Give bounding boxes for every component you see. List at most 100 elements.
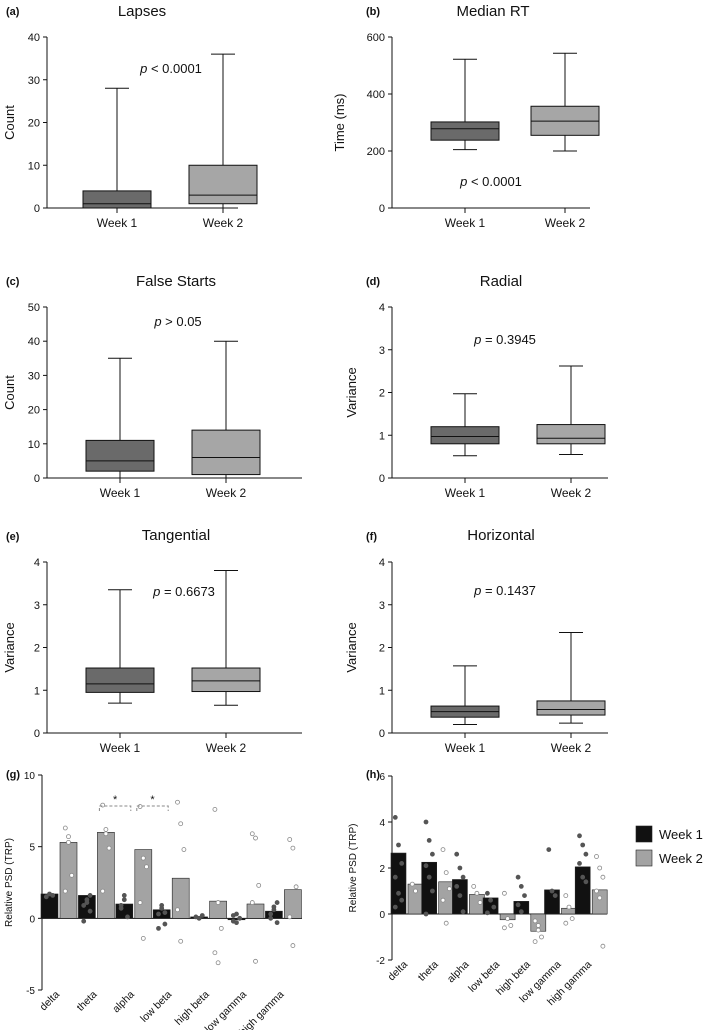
- x-tick-label: Week 1: [445, 486, 486, 500]
- box-week-1: [85, 589, 155, 704]
- y-axis-label: Variance: [344, 367, 359, 417]
- data-point: [491, 904, 497, 910]
- data-point: [563, 920, 569, 926]
- legend-label: Week 2: [659, 851, 703, 866]
- x-tick-label: Week 1: [100, 486, 141, 500]
- y-tick-label: 10: [28, 439, 40, 451]
- data-point: [552, 893, 558, 898]
- data-point: [546, 847, 552, 852]
- box-iqr: [430, 426, 500, 445]
- panel-f: (f) Horizontal 0 1 2 3 4 Variance Week 1 Week 2 p …: [344, 527, 608, 755]
- data-point: [580, 842, 586, 848]
- data-point: [484, 890, 490, 896]
- data-point: [249, 831, 255, 837]
- x-tick-label: theta: [75, 989, 100, 1014]
- x-tick-label: Week 1: [100, 741, 141, 755]
- y-tick-label: -2: [376, 956, 385, 967]
- y-tick-label: 0: [379, 203, 385, 215]
- y-tick-label: 2: [34, 643, 40, 655]
- data-point: [535, 923, 541, 928]
- panel-label: (f): [366, 531, 377, 543]
- data-point: [215, 960, 221, 966]
- data-point: [125, 914, 130, 920]
- box-iqr: [191, 667, 261, 693]
- data-point: [563, 893, 569, 898]
- data-point: [237, 915, 243, 921]
- y-tick-label: 600: [367, 32, 385, 44]
- data-point: [178, 938, 184, 944]
- bar-week-1-low-gamma: [544, 889, 560, 915]
- y-tick-label: 2: [379, 388, 385, 400]
- y-tick-label: 6: [379, 772, 385, 783]
- panel-label: (a): [6, 6, 20, 18]
- box-iqr: [430, 121, 500, 141]
- y-tick-label: 0: [34, 728, 40, 740]
- data-point: [121, 893, 127, 898]
- legend-label: Week 1: [659, 827, 703, 842]
- data-point: [577, 833, 582, 839]
- panel-g: (g) -5 0 5 10 Relative PSD (TRP) delta theta alp…: [4, 769, 302, 1030]
- y-axis-label: Time (ms): [332, 93, 347, 151]
- data-point: [539, 934, 544, 940]
- data-point: [577, 861, 582, 866]
- data-point: [178, 821, 184, 827]
- data-point: [471, 884, 477, 889]
- x-tick-label: delta: [38, 989, 63, 1014]
- bar-week-1-low-gamma: [227, 918, 246, 921]
- data-point: [426, 838, 432, 843]
- data-point: [87, 908, 93, 914]
- y-tick-label: 0: [379, 728, 385, 740]
- y-tick-label: 40: [28, 336, 40, 348]
- x-tick-label: Week 2: [203, 216, 244, 230]
- data-point: [399, 861, 405, 866]
- data-point: [549, 888, 555, 894]
- data-point: [215, 900, 221, 905]
- y-tick-label: 1: [379, 685, 385, 697]
- y-tick-label: 5: [29, 843, 35, 854]
- x-tick-label: alpha: [110, 989, 137, 1016]
- legend-item-week-2: Week 2: [635, 849, 703, 867]
- y-tick-label: 2: [379, 643, 385, 655]
- data-point: [62, 888, 68, 894]
- y-axis-label: Variance: [344, 622, 359, 672]
- data-point: [230, 918, 236, 924]
- bar-week-1-high-gamma: [265, 910, 283, 919]
- box-week-2: [191, 570, 261, 706]
- data-point: [454, 884, 460, 889]
- data-point: [484, 910, 490, 916]
- data-point: [121, 897, 127, 903]
- data-point: [518, 909, 524, 915]
- data-point: [488, 897, 494, 903]
- data-point: [290, 845, 296, 851]
- box-iqr: [82, 190, 152, 209]
- p-value-annotation: p = 0.6673: [152, 584, 215, 599]
- y-tick-label: 3: [379, 600, 385, 612]
- data-point: [460, 909, 466, 915]
- y-tick-label: 20: [28, 405, 40, 417]
- bar-week-1-theta: [421, 861, 438, 915]
- data-point: [392, 874, 398, 880]
- data-point: [399, 897, 405, 903]
- data-point: [501, 925, 507, 931]
- y-tick-label: 400: [367, 89, 385, 101]
- data-point: [287, 914, 293, 920]
- x-tick-label: Week 2: [545, 216, 586, 230]
- panel-label: (b): [366, 6, 380, 18]
- data-point: [457, 893, 463, 898]
- data-point: [234, 911, 239, 917]
- data-point: [81, 918, 87, 924]
- significance-star: *: [150, 794, 155, 806]
- bar-week-2-delta: [407, 883, 424, 915]
- box-iqr: [536, 700, 606, 716]
- data-point: [518, 884, 524, 889]
- data-point: [253, 958, 258, 964]
- bar-week-2-high-gamma: [284, 889, 302, 919]
- significance-bracket: [98, 805, 132, 811]
- x-tick-label: Week 1: [445, 216, 486, 230]
- bar-week-2-delta: [59, 842, 78, 919]
- data-point: [443, 870, 449, 875]
- p-value-annotation: p < 0.0001: [139, 61, 202, 76]
- chart-title: Radial: [480, 273, 523, 290]
- data-point: [274, 900, 280, 905]
- p-value-annotation: p = 0.1437: [473, 583, 536, 598]
